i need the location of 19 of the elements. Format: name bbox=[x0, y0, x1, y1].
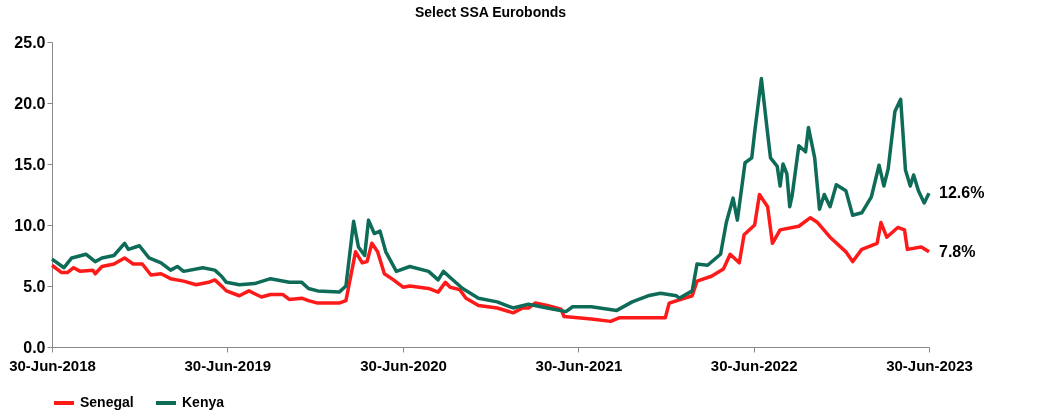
x-tick-label: 30-Jun-2018 bbox=[9, 356, 96, 374]
x-tick-label: 30-Jun-2022 bbox=[710, 356, 798, 374]
x-tick-label: 30-Jun-2021 bbox=[535, 356, 623, 374]
x-tick-label: 30-Jun-2020 bbox=[360, 356, 447, 374]
y-tick-label: 20.0 bbox=[14, 94, 46, 112]
line-series bbox=[50, 76, 931, 314]
annotation: 7.8% bbox=[939, 242, 976, 260]
chart-title: Select SSA Eurobonds bbox=[414, 4, 567, 20]
y-tick-label: 0.0 bbox=[23, 338, 46, 356]
y-tick-label: 25.0 bbox=[14, 33, 46, 51]
x-tick-label: 30-Jun-2019 bbox=[184, 356, 272, 374]
y-tick-label: 5.0 bbox=[23, 277, 46, 295]
x-tick-label: 30-Jun-2023 bbox=[886, 356, 973, 374]
line-series bbox=[50, 192, 931, 324]
legend-label: Kenya bbox=[182, 394, 225, 410]
y-tick-label: 10.0 bbox=[14, 216, 46, 234]
y-tick-label: 15.0 bbox=[14, 155, 46, 173]
annotation: 12.6% bbox=[939, 184, 985, 202]
legend-label: Senegal bbox=[80, 394, 134, 410]
